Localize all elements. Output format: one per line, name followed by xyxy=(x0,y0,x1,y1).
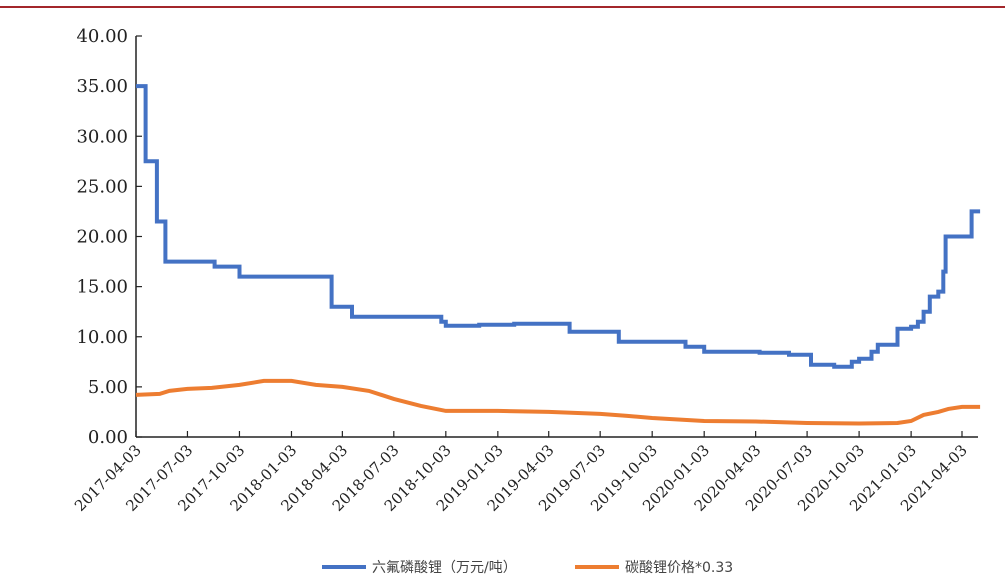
y-tick-label: 35.00 xyxy=(76,76,128,97)
top-accent-rule xyxy=(0,6,1005,8)
series-line-2 xyxy=(135,378,981,426)
y-tick-label: 30.00 xyxy=(76,126,128,147)
y-tick-label: 0.00 xyxy=(88,427,128,448)
y-axis: 0.00 5.00 10.00 15.00 20.00 25.00 30.00 35.00 40… xyxy=(76,26,142,448)
legend-label-1: 六氟磷酸锂（万元/吨） xyxy=(372,560,517,576)
y-tick-label: 15.00 xyxy=(76,277,128,298)
series-line-1 xyxy=(136,84,981,369)
series-layer xyxy=(135,84,981,426)
y-tick-label: 25.00 xyxy=(76,176,128,197)
y-tick-label: 40.00 xyxy=(76,26,128,47)
legend-label-2: 碳酸锂价格*0.33 xyxy=(625,560,733,576)
y-tick-label: 10.00 xyxy=(76,327,128,348)
legend: 六氟磷酸锂（万元/吨） 碳酸锂价格*0.33 xyxy=(322,560,733,576)
y-tick-label: 20.00 xyxy=(76,227,128,248)
x-axis: 2017-04-032017-07-032017-10-032018-01-03… xyxy=(71,431,978,515)
y-tick-label: 5.00 xyxy=(88,377,128,398)
